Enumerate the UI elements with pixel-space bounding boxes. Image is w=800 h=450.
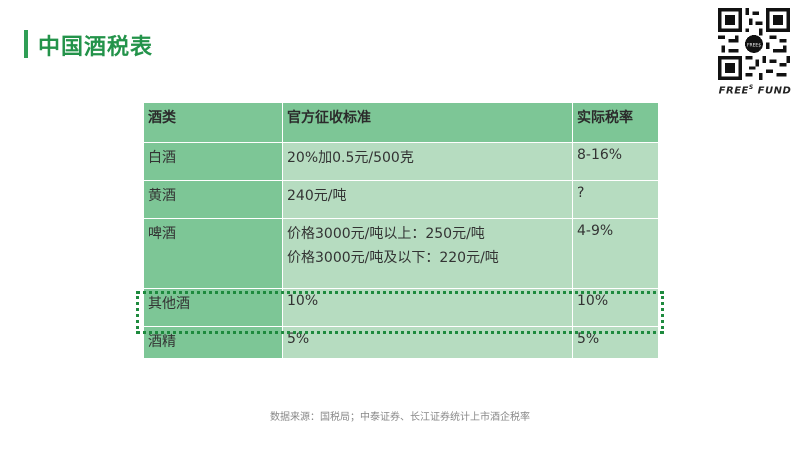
row-rate: 8-16% (572, 142, 659, 181)
row-rate: 10% (572, 288, 659, 327)
row-standard-line-2: 价格3000元/吨及以下：220元/吨 (287, 250, 499, 266)
qr-code-icon: FREE$ (718, 8, 790, 80)
row-type: 黄酒 (143, 180, 283, 219)
header-actual-rate: 实际税率 (572, 102, 659, 143)
brand-name: FREES FUND (718, 84, 792, 97)
row-standard-line-1: 价格3000元/吨以上：250元/吨 (287, 226, 485, 242)
row-standard: 价格3000元/吨以上：250元/吨 价格3000元/吨及以下：220元/吨 (282, 218, 573, 289)
source-note: 数据来源：国税局；中泰证券、长江证券统计上市酒企税率 (270, 412, 530, 423)
table-header-row: 酒类 官方征收标准 实际税率 (143, 102, 659, 143)
row-type: 其他酒 (143, 288, 283, 327)
row-rate: ? (572, 180, 659, 219)
table-row: 黄酒 240元/吨 ? (143, 180, 659, 219)
table-row: 白酒 20%加0.5元/500克 8-16% (143, 142, 659, 181)
table-row: 其他酒 10% 10% (143, 288, 659, 327)
table-row: 酒精 5% 5% (143, 326, 659, 359)
row-rate: 5% (572, 326, 659, 359)
row-standard: 240元/吨 (282, 180, 573, 219)
row-standard: 5% (282, 326, 573, 359)
header-liquor-type: 酒类 (143, 102, 283, 143)
svg-text:FREE$: FREE$ (747, 42, 761, 48)
table-row: 啤酒 价格3000元/吨以上：250元/吨 价格3000元/吨及以下：220元/… (143, 218, 659, 289)
qr-code[interactable]: FREE$ (718, 8, 790, 80)
title-accent-bar (24, 30, 28, 58)
header-official-standard: 官方征收标准 (282, 102, 573, 143)
row-standard: 10% (282, 288, 573, 327)
row-type: 酒精 (143, 326, 283, 359)
row-type: 啤酒 (143, 218, 283, 289)
tax-table: 酒类 官方征收标准 实际税率 白酒 20%加0.5元/500克 8-16% 黄酒… (143, 102, 659, 359)
row-type: 白酒 (143, 142, 283, 181)
row-rate: 4-9% (572, 218, 659, 289)
page-title: 中国酒税表 (38, 35, 154, 60)
row-standard: 20%加0.5元/500克 (282, 142, 573, 181)
